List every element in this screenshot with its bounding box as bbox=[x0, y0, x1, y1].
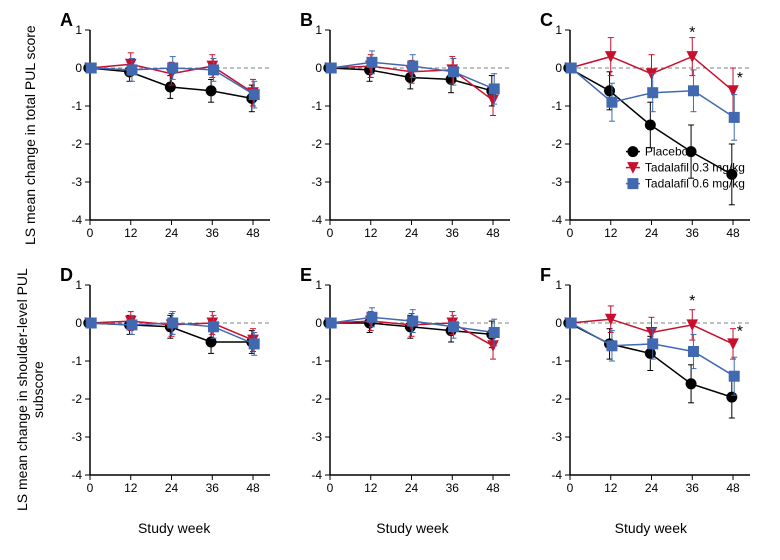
svg-text:*: * bbox=[689, 293, 695, 310]
svg-text:36: 36 bbox=[206, 481, 220, 495]
panel-C: C -4 -3 -2 -1 0 1 0 12 24 36 48 * * Placebo Tadalafil 0… bbox=[535, 10, 770, 260]
svg-text:36: 36 bbox=[446, 481, 460, 495]
svg-text:24: 24 bbox=[405, 226, 419, 240]
svg-text:36: 36 bbox=[686, 481, 700, 495]
svg-text:-3: -3 bbox=[71, 430, 82, 444]
panel-label-D: D bbox=[60, 265, 73, 286]
svg-text:-3: -3 bbox=[311, 430, 322, 444]
svg-text:-4: -4 bbox=[311, 213, 322, 227]
svg-text:0: 0 bbox=[75, 61, 82, 75]
svg-text:Placebo: Placebo bbox=[645, 145, 689, 159]
svg-text:48: 48 bbox=[246, 481, 260, 495]
panel-label-A: A bbox=[60, 10, 73, 31]
xlabel-2: Study week bbox=[293, 520, 531, 550]
svg-text:12: 12 bbox=[364, 481, 378, 495]
panel-F: F -4 -3 -2 -1 0 1 0 12 24 36 48 * * bbox=[535, 265, 770, 515]
svg-text:1: 1 bbox=[75, 278, 82, 292]
panel-A: A -4 -3 -2 -1 0 1 0 12 24 36 48 bbox=[55, 10, 290, 260]
svg-text:48: 48 bbox=[486, 226, 500, 240]
svg-text:12: 12 bbox=[124, 226, 138, 240]
svg-text:-3: -3 bbox=[551, 175, 562, 189]
svg-text:1: 1 bbox=[315, 23, 322, 37]
svg-text:1: 1 bbox=[315, 278, 322, 292]
svg-text:*: * bbox=[689, 25, 695, 42]
svg-text:-3: -3 bbox=[551, 430, 562, 444]
svg-text:-2: -2 bbox=[551, 137, 562, 151]
svg-text:-2: -2 bbox=[551, 392, 562, 406]
svg-text:12: 12 bbox=[604, 481, 618, 495]
svg-text:-4: -4 bbox=[71, 468, 82, 482]
panel-label-F: F bbox=[540, 265, 551, 286]
ylabel-row2: LS mean change in shoulder-level PUL sub… bbox=[10, 265, 50, 515]
svg-text:12: 12 bbox=[604, 226, 618, 240]
svg-text:0: 0 bbox=[555, 61, 562, 75]
svg-text:0: 0 bbox=[567, 481, 574, 495]
svg-text:36: 36 bbox=[686, 226, 700, 240]
svg-text:0: 0 bbox=[87, 481, 94, 495]
svg-text:-4: -4 bbox=[551, 213, 562, 227]
chart-C: -4 -3 -2 -1 0 1 0 12 24 36 48 * * Placebo Tadalafil 0.… bbox=[535, 10, 760, 250]
panel-label-E: E bbox=[300, 265, 312, 286]
svg-text:12: 12 bbox=[364, 226, 378, 240]
svg-text:24: 24 bbox=[645, 481, 659, 495]
svg-text:*: * bbox=[737, 70, 743, 87]
svg-text:-2: -2 bbox=[311, 137, 322, 151]
chart-F: -4 -3 -2 -1 0 1 0 12 24 36 48 * * bbox=[535, 265, 760, 505]
svg-text:24: 24 bbox=[645, 226, 659, 240]
svg-text:24: 24 bbox=[405, 481, 419, 495]
xlabel-3: Study week bbox=[532, 520, 770, 550]
chart-A: -4 -3 -2 -1 0 1 0 12 24 36 48 bbox=[55, 10, 280, 250]
svg-text:-2: -2 bbox=[71, 392, 82, 406]
svg-text:-1: -1 bbox=[311, 99, 322, 113]
svg-text:-2: -2 bbox=[311, 392, 322, 406]
svg-text:-1: -1 bbox=[551, 354, 562, 368]
svg-text:0: 0 bbox=[555, 316, 562, 330]
panel-B: B -4 -3 -2 -1 0 1 0 12 24 36 48 bbox=[295, 10, 530, 260]
svg-text:48: 48 bbox=[726, 226, 740, 240]
svg-text:-3: -3 bbox=[71, 175, 82, 189]
svg-text:36: 36 bbox=[446, 226, 460, 240]
svg-text:24: 24 bbox=[165, 226, 179, 240]
chart-D: -4 -3 -2 -1 0 1 0 12 24 36 48 bbox=[55, 265, 280, 505]
xlabel-row: Study week Study week Study week bbox=[55, 520, 770, 550]
svg-text:0: 0 bbox=[87, 226, 94, 240]
svg-text:-1: -1 bbox=[71, 354, 82, 368]
svg-text:-1: -1 bbox=[71, 99, 82, 113]
panel-grid: LS mean change in total PUL score A-4-3-… bbox=[10, 10, 770, 550]
svg-text:48: 48 bbox=[726, 481, 740, 495]
svg-text:-4: -4 bbox=[551, 468, 562, 482]
svg-text:1: 1 bbox=[555, 23, 562, 37]
svg-text:0: 0 bbox=[327, 226, 334, 240]
svg-text:0: 0 bbox=[75, 316, 82, 330]
svg-text:-1: -1 bbox=[551, 99, 562, 113]
svg-text:1: 1 bbox=[75, 23, 82, 37]
panel-label-B: B bbox=[300, 10, 313, 31]
svg-text:0: 0 bbox=[315, 61, 322, 75]
svg-text:0: 0 bbox=[315, 316, 322, 330]
svg-text:36: 36 bbox=[206, 226, 220, 240]
panel-D: D -4 -3 -2 -1 0 1 0 12 24 36 48 bbox=[55, 265, 290, 515]
panel-E: E -4 -3 -2 -1 0 1 0 12 24 36 48 bbox=[295, 265, 530, 515]
svg-text:Tadalafil 0.3 mg/kg: Tadalafil 0.3 mg/kg bbox=[645, 161, 745, 175]
svg-text:0: 0 bbox=[567, 226, 574, 240]
svg-text:24: 24 bbox=[165, 481, 179, 495]
svg-text:0: 0 bbox=[327, 481, 334, 495]
chart-E: -4 -3 -2 -1 0 1 0 12 24 36 48 bbox=[295, 265, 520, 505]
svg-text:48: 48 bbox=[246, 226, 260, 240]
chart-B: -4 -3 -2 -1 0 1 0 12 24 36 48 bbox=[295, 10, 520, 250]
svg-text:-4: -4 bbox=[71, 213, 82, 227]
svg-text:-3: -3 bbox=[311, 175, 322, 189]
svg-text:*: * bbox=[737, 323, 743, 340]
svg-text:-1: -1 bbox=[311, 354, 322, 368]
ylabel-row1: LS mean change in total PUL score bbox=[10, 10, 50, 260]
svg-text:48: 48 bbox=[486, 481, 500, 495]
svg-text:-2: -2 bbox=[71, 137, 82, 151]
figure-container: LS mean change in total PUL score A-4-3-… bbox=[10, 10, 770, 550]
svg-text:Tadalafil 0.6 mg/kg: Tadalafil 0.6 mg/kg bbox=[645, 177, 745, 191]
svg-text:1: 1 bbox=[555, 278, 562, 292]
xlabel-1: Study week bbox=[55, 520, 293, 550]
svg-text:12: 12 bbox=[124, 481, 138, 495]
svg-text:-4: -4 bbox=[311, 468, 322, 482]
panel-label-C: C bbox=[540, 10, 553, 31]
